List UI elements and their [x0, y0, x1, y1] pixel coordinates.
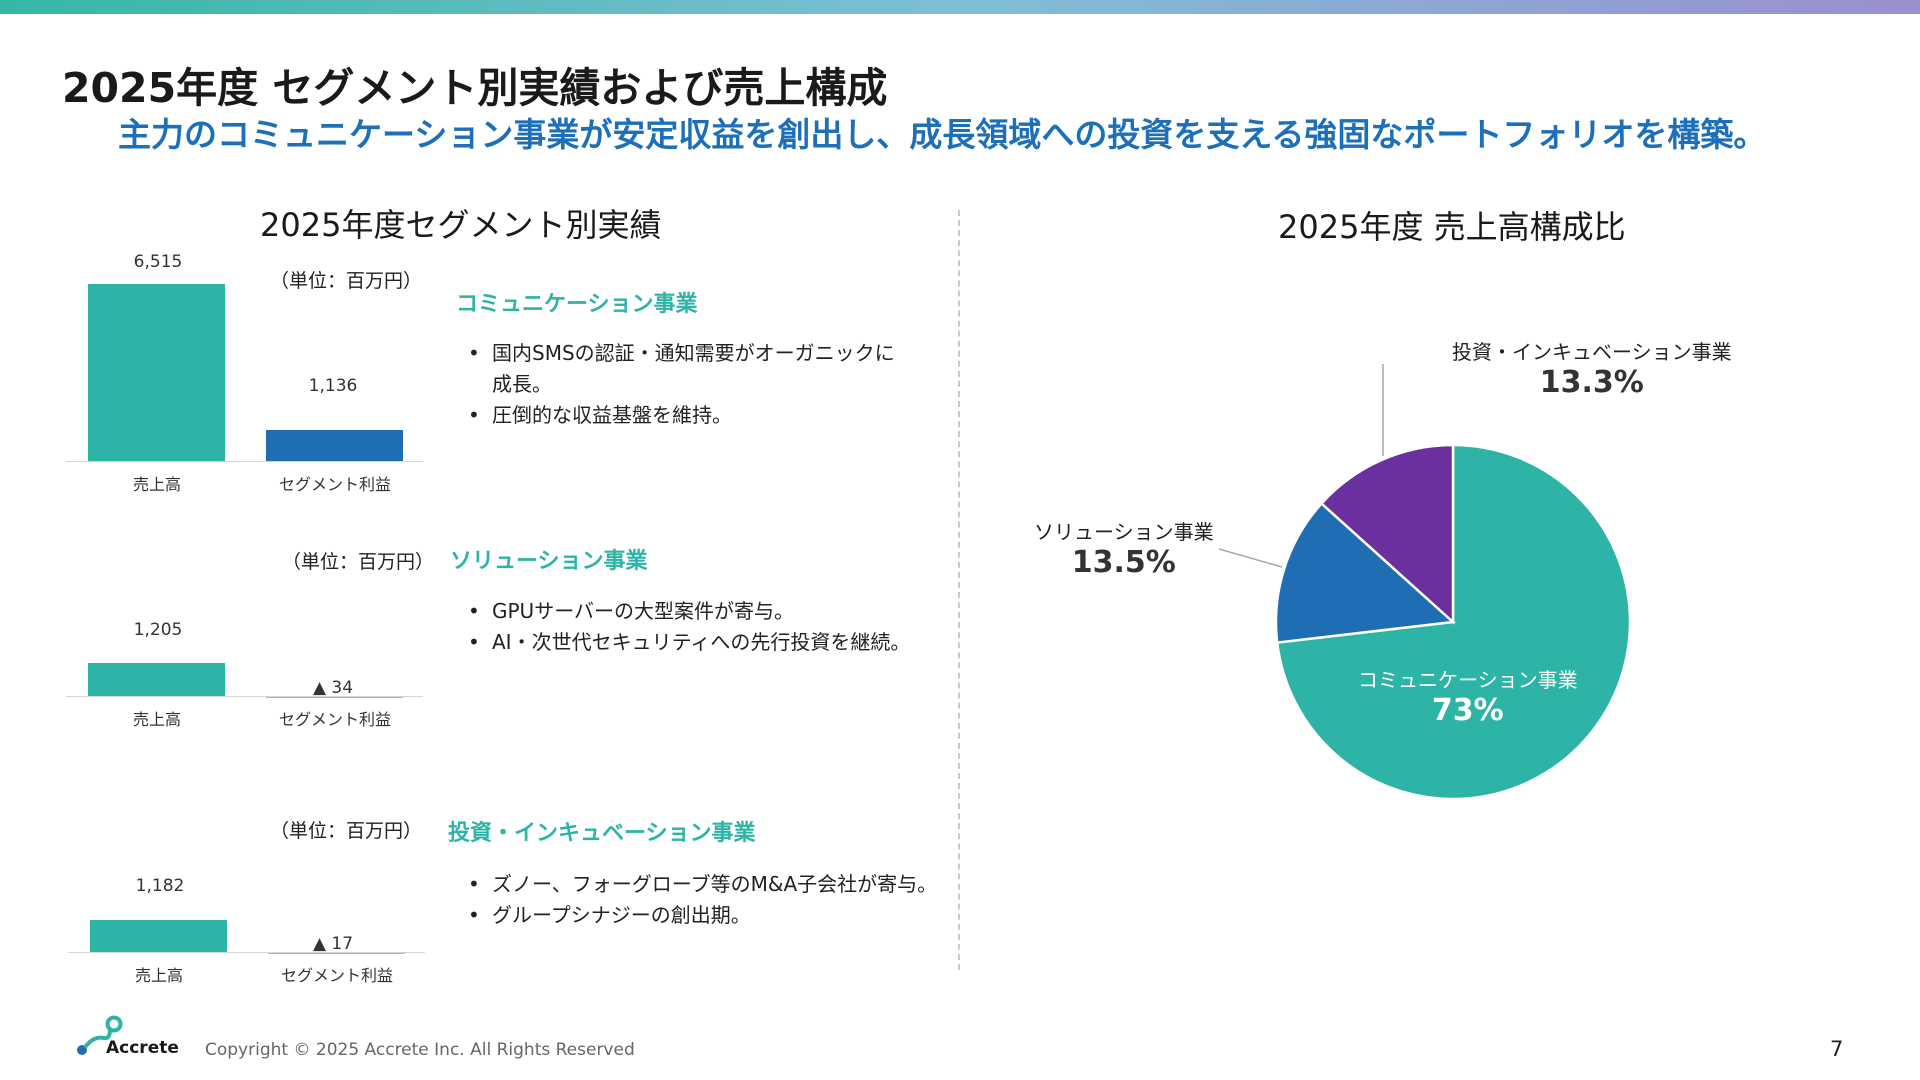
bar-value-profit: ▲ 34: [312, 678, 354, 698]
page-number: 7: [1830, 1037, 1844, 1061]
category-label: 売上高: [132, 710, 181, 729]
copyright-text: Copyright © 2025 Accrete Inc. All Rights…: [205, 1040, 635, 1060]
section-divider: [958, 210, 960, 970]
bar-value-profit: 1,136: [308, 376, 358, 396]
bar-value-sales: 1,182: [135, 876, 185, 896]
unit-label: （単位：百万円）: [270, 820, 423, 842]
pie-slice-name: ソリューション事業: [1034, 520, 1214, 544]
category-label: 売上高: [134, 966, 183, 985]
bar-sales: [88, 663, 225, 696]
segment-bullets: GPUサーバーの大型案件が寄与。 AI・次世代セキュリティへの先行投資を継続。: [462, 596, 910, 658]
pie-slice-investment: [1319, 443, 1455, 625]
logo-text: Accrete: [106, 1038, 179, 1058]
chart-axis: [66, 696, 423, 697]
top-gradient-bar: [0, 0, 1920, 14]
unit-label: （単位：百万円）: [282, 551, 435, 573]
page-subtitle: 主力のコミュニケーション事業が安定収益を創出し、成長領域への投資を支える強固なポ…: [118, 115, 1767, 154]
segment-heading: 投資・インキュベーション事業: [448, 821, 756, 846]
category-label: セグメント利益: [278, 710, 391, 729]
segment-heading: コミュニケーション事業: [456, 292, 698, 317]
pie-label-solution: ソリューション事業 13.5%: [1034, 516, 1214, 580]
category-label: 売上高: [132, 475, 181, 494]
unit-label: （単位：百万円）: [270, 270, 423, 292]
bullet-item-continued: 成長。: [492, 372, 552, 396]
bullet-item: 圧倒的な収益基盤を維持。: [462, 400, 895, 431]
segment-heading: ソリューション事業: [450, 549, 648, 574]
bar-value-sales: 6,515: [133, 252, 183, 272]
pie-label-communication: コミュニケーション事業 73%: [1358, 664, 1578, 728]
segment-bullets: 国内SMSの認証・通知需要がオーガニックに 成長。 圧倒的な収益基盤を維持。: [462, 338, 895, 431]
bullet-item: GPUサーバーの大型案件が寄与。: [462, 596, 910, 627]
bullet-item: 国内SMSの認証・通知需要がオーガニックに: [462, 338, 895, 369]
chart-axis: [66, 461, 423, 462]
bullet-item: AI・次世代セキュリティへの先行投資を継続。: [462, 627, 910, 658]
bar-value-sales: 1,205: [133, 620, 183, 640]
pie-slice-percent: 13.5%: [1071, 545, 1176, 580]
pie-slice-percent: 73%: [1431, 693, 1504, 728]
bar-profit: [266, 430, 403, 461]
pie-slice-solution: [1274, 501, 1456, 644]
page-title: 2025年度 セグメント別実績および売上構成: [62, 64, 888, 112]
bar-sales: [88, 284, 225, 461]
pie-slice-name: 投資・インキュベーション事業: [1452, 340, 1732, 364]
leader-line-solution: [1218, 548, 1283, 568]
bar-sales: [90, 919, 227, 952]
bar-value-profit: ▲ 17: [312, 934, 354, 954]
bullet-item: ズノー、フォーグローブ等のM&A子会社が寄与。: [462, 869, 937, 900]
segment-performance-title: 2025年度セグメント別実績: [260, 206, 662, 244]
accrete-logo-icon: [77, 1015, 123, 1055]
bullet-item: グループシナジーの創出期。: [462, 900, 937, 931]
pie-slice-percent: 13.3%: [1539, 365, 1644, 400]
chart-axis: [68, 952, 425, 953]
category-label: セグメント利益: [280, 966, 393, 985]
pie-label-investment: 投資・インキュベーション事業 13.3%: [1452, 336, 1732, 400]
category-label: セグメント利益: [278, 475, 391, 494]
sales-composition-title: 2025年度 売上高構成比: [1278, 208, 1626, 246]
segment-bullets: ズノー、フォーグローブ等のM&A子会社が寄与。 グループシナジーの創出期。: [462, 869, 937, 931]
pie-slice-communication: [1275, 443, 1632, 801]
pie-slice-name: コミュニケーション事業: [1358, 668, 1578, 692]
